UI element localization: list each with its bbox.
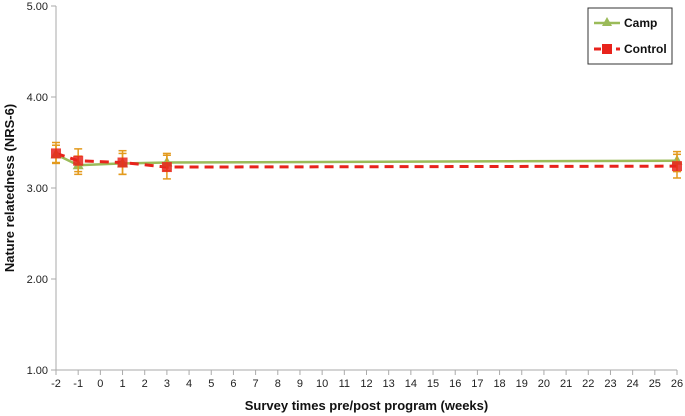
x-tick-label: 21 [560,378,572,390]
legend-item-control: Control [594,42,667,56]
series-line-camp [55,153,678,167]
x-tick-label: 17 [471,378,483,390]
y-tick-label: 4.00 [27,92,48,104]
legend-box [587,7,673,65]
y-tick-label: 3.00 [27,183,48,195]
series-layer [50,141,683,180]
x-tick-label: 0 [97,378,103,390]
x-axis-title: Survey times pre/post program (weeks) [245,398,488,413]
legend-label: Camp [624,16,657,30]
x-tick-label: 2 [142,378,148,390]
x-tick-label: 6 [230,378,236,390]
x-tick-label: 15 [427,378,439,390]
series-camp [55,153,678,167]
x-tick-label: 12 [360,378,372,390]
x-tick-label: 8 [275,378,281,390]
x-tick-label: 20 [538,378,550,390]
legend-label: Control [624,42,667,56]
x-tick-label: 26 [671,378,683,390]
y-tick-label: 1.00 [27,365,48,377]
x-tick-label: 16 [449,378,461,390]
data-point-control [117,157,128,168]
y-axis-ticks: 1.00 2.00 3.00 4.00 5.00 [27,1,56,377]
series-markers-control [51,141,682,180]
x-tick-label: 9 [297,378,303,390]
x-tick-label: -1 [73,378,83,390]
x-tick-label: 23 [604,378,616,390]
data-point-control [73,155,84,166]
x-tick-label: 3 [164,378,170,390]
x-tick-label: 18 [493,378,505,390]
legend-item-camp: Camp [594,16,657,30]
x-axis-ticks: -2 -1 0 1 2 3 4 5 6 7 8 9 10 11 12 13 14 15 16 17 18 19 20 21 22… [51,370,683,390]
x-tick-label: 11 [339,378,350,390]
x-tick-label: 1 [119,378,125,390]
x-tick-label: 10 [316,378,328,390]
x-tick-label: 25 [649,378,661,390]
y-axis-title: Nature relatedness (NRS-6) [2,104,17,272]
x-tick-label: 22 [582,378,594,390]
x-tick-label: 19 [516,378,528,390]
x-tick-label: -2 [51,378,61,390]
y-tick-label: 2.00 [27,274,48,286]
x-tick-label: 24 [627,378,639,390]
x-tick-label: 7 [253,378,259,390]
y-tick-label: 5.00 [27,1,48,13]
x-tick-label: 4 [186,378,192,390]
data-point-control [161,162,172,173]
legend-marker [602,17,612,26]
data-point-control [51,148,61,159]
x-tick-label: 14 [405,378,417,390]
legend-marker [602,44,612,54]
x-tick-label: 13 [383,378,395,390]
data-point-control [672,161,682,172]
x-tick-label: 5 [208,378,214,390]
legend: Camp Control [587,7,673,65]
